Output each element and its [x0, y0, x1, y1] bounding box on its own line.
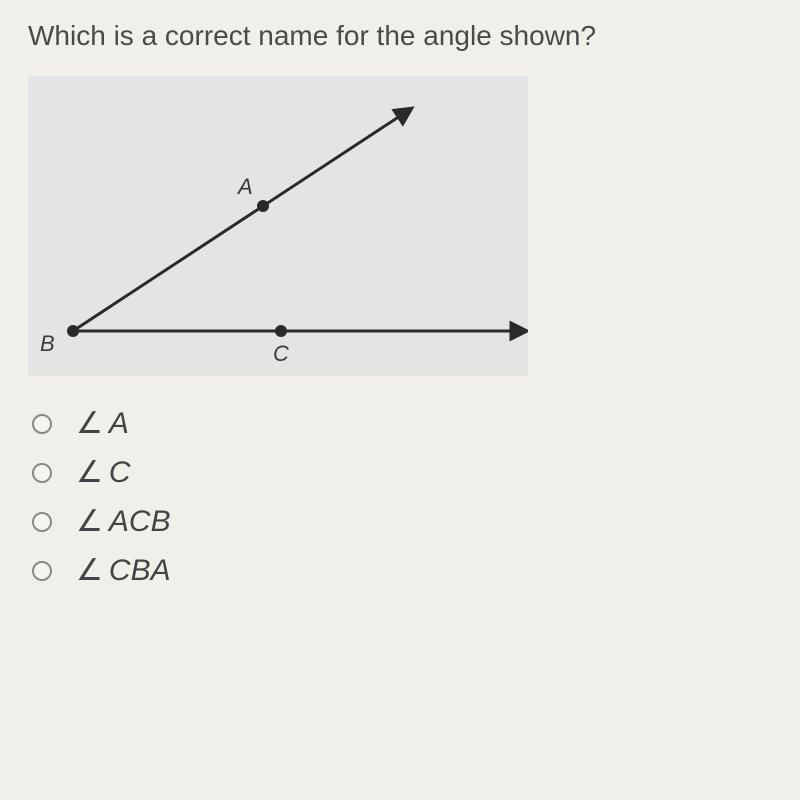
angle-symbol-icon: ∠ — [76, 553, 103, 588]
option-text: A — [109, 407, 129, 441]
svg-text:B: B — [40, 331, 55, 356]
option-text: ACB — [109, 505, 171, 539]
option-row[interactable]: ∠A — [32, 406, 772, 441]
options-group: ∠A ∠C ∠ACB ∠CBA — [28, 406, 772, 588]
question-text: Which is a correct name for the angle sh… — [28, 20, 772, 52]
option-label: ∠CBA — [76, 553, 171, 588]
radio-icon[interactable] — [32, 561, 52, 581]
option-label: ∠ACB — [76, 504, 171, 539]
option-row[interactable]: ∠CBA — [32, 553, 772, 588]
option-row[interactable]: ∠C — [32, 455, 772, 490]
option-text: CBA — [109, 554, 171, 588]
angle-symbol-icon: ∠ — [76, 504, 103, 539]
option-label: ∠A — [76, 406, 129, 441]
option-text: C — [109, 456, 131, 490]
radio-icon[interactable] — [32, 512, 52, 532]
angle-symbol-icon: ∠ — [76, 455, 103, 490]
radio-icon[interactable] — [32, 463, 52, 483]
diagram-svg: B A C — [28, 76, 528, 376]
option-label: ∠C — [76, 455, 131, 490]
angle-diagram: B A C — [28, 76, 528, 376]
radio-icon[interactable] — [32, 414, 52, 434]
angle-symbol-icon: ∠ — [76, 406, 103, 441]
svg-text:C: C — [273, 341, 289, 366]
svg-text:A: A — [236, 174, 253, 199]
option-row[interactable]: ∠ACB — [32, 504, 772, 539]
